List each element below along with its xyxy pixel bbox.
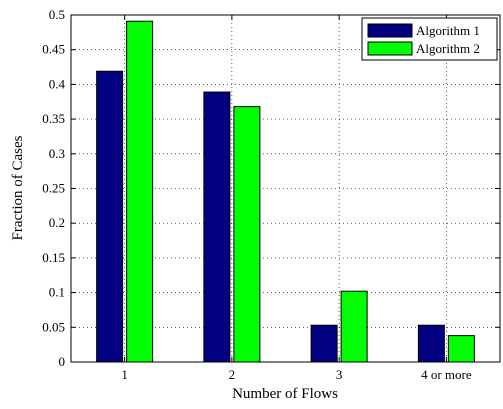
y-tick-label: 0.1 [49, 285, 65, 300]
y-tick-label: 0.15 [42, 250, 65, 265]
y-tick-label: 0.05 [42, 319, 65, 334]
x-tick-label: 1 [121, 367, 128, 382]
legend-label-algorithm-2: Algorithm 2 [416, 41, 480, 56]
bar-algorithm-1-1 [96, 70, 124, 363]
tick-labels: 0 0.05 0.1 0.15 0.2 0.25 0.3 0.35 0.4 0.45 0.5 1 2 3 4… [42, 7, 472, 382]
y-tick-label: 0 [59, 354, 66, 369]
y-tick-label: 0.2 [49, 215, 65, 230]
bar-algorithm-1-2 [203, 91, 231, 363]
axis-ticks [71, 14, 500, 363]
y-tick-label: 0.25 [42, 181, 65, 196]
y-tick-label: 0.4 [49, 76, 66, 91]
bar-algorithm-1-3 [310, 324, 338, 363]
y-tick-label: 0.5 [49, 7, 65, 22]
bar-algorithm-2-2 [233, 106, 261, 363]
bar-algorithm-2-4 [447, 335, 475, 363]
x-tick-label: 3 [336, 367, 343, 382]
bar-algorithm-1-4 [417, 324, 445, 363]
x-tick-label: 4 or more [421, 367, 472, 382]
y-tick-label: 0.45 [42, 42, 65, 57]
x-tick-label: 2 [229, 367, 236, 382]
bar-algorithm-2-1 [126, 20, 154, 363]
y-tick-label: 0.3 [49, 146, 65, 161]
x-axis-title: Number of Flows [232, 386, 338, 402]
legend: Algorithm 1 Algorithm 2 [361, 17, 498, 61]
legend-label-algorithm-1: Algorithm 1 [416, 23, 480, 38]
y-axis-title: Fraction of Cases [10, 135, 26, 240]
legend-swatch-algorithm-1 [367, 23, 413, 38]
y-tick-label: 0.35 [42, 111, 65, 126]
legend-swatch-algorithm-2 [367, 41, 413, 56]
bars [96, 20, 475, 363]
bar-algorithm-2-3 [340, 290, 368, 363]
